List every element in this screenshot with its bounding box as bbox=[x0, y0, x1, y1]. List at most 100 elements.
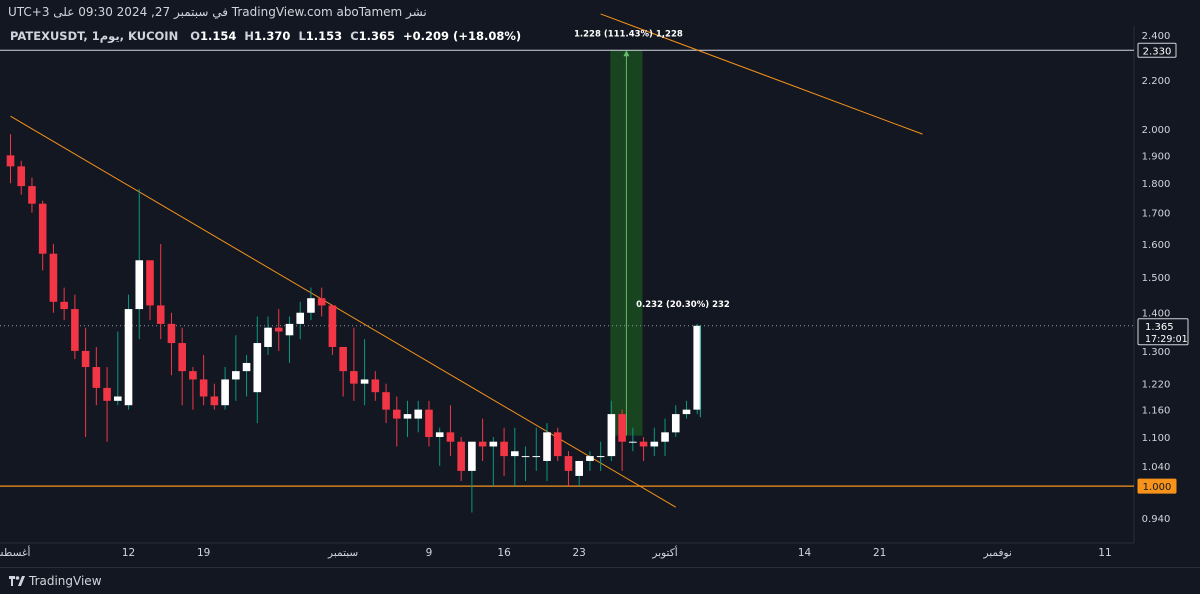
candle-body bbox=[553, 432, 562, 457]
candle-body bbox=[500, 441, 508, 457]
candle-body bbox=[156, 305, 165, 324]
candle-body bbox=[618, 414, 626, 442]
candle-body bbox=[242, 362, 251, 372]
y-tick-label: 1.900 bbox=[1142, 151, 1171, 162]
candle-body bbox=[360, 379, 369, 384]
candle-body bbox=[189, 371, 197, 380]
candle-body bbox=[371, 379, 380, 393]
candle-body bbox=[446, 432, 455, 442]
candle-body bbox=[586, 456, 594, 461]
candle-body bbox=[339, 346, 347, 372]
candle-body bbox=[92, 367, 101, 388]
x-tick-label: سبتمبر bbox=[327, 547, 358, 559]
candle-body bbox=[221, 379, 229, 406]
candle-body bbox=[521, 456, 530, 458]
x-tick-label: أكتوبر bbox=[651, 545, 677, 559]
candle-body bbox=[425, 409, 433, 438]
close-value: 1.365 bbox=[358, 29, 396, 43]
candle-body bbox=[650, 441, 659, 447]
tradingview-logo[interactable]: TradingView bbox=[9, 574, 102, 588]
candle-body bbox=[103, 387, 111, 401]
y-tick-label: 1.160 bbox=[1142, 406, 1171, 417]
candle-body bbox=[511, 451, 519, 457]
y-tick-label: 0.940 bbox=[1142, 514, 1171, 525]
x-tick-label: 14 bbox=[798, 547, 812, 559]
price-label-support-box bbox=[1137, 478, 1177, 494]
publish-info: UTC+3 في سبتمبر 27, 2024 09:30 على Tradi… bbox=[8, 5, 427, 19]
countdown-label: 17:29:01 bbox=[1145, 334, 1188, 345]
last-price-label: 1.365 bbox=[1145, 322, 1174, 333]
candle-body bbox=[671, 414, 680, 433]
candle-body bbox=[210, 396, 219, 406]
measure-arrow-head bbox=[623, 50, 630, 57]
candle-body bbox=[575, 460, 583, 476]
candle-body bbox=[285, 323, 294, 336]
candle-body bbox=[639, 441, 648, 447]
change-value: +0.209 (+18.08%) bbox=[403, 29, 522, 43]
candle-body bbox=[661, 432, 669, 442]
candle-body bbox=[146, 260, 154, 306]
candle-body bbox=[392, 409, 401, 419]
candle-body bbox=[328, 305, 337, 347]
open-label: O bbox=[190, 29, 201, 43]
x-tick-label: نوفمبر bbox=[982, 547, 1011, 559]
x-tick-label: 11 bbox=[1098, 547, 1111, 559]
trendline bbox=[10, 115, 677, 508]
y-tick-label: 1.600 bbox=[1142, 240, 1171, 251]
x-tick-label: 19 bbox=[197, 547, 210, 559]
tradingview-brand: TradingView bbox=[29, 574, 102, 588]
candle-body bbox=[564, 456, 573, 471]
y-tick-label: 2.000 bbox=[1142, 125, 1171, 136]
symbol-name[interactable]: PATEXUSDT, 1يوم, KUCOIN bbox=[10, 29, 179, 43]
y-tick-label: 2.200 bbox=[1142, 76, 1171, 87]
measurement-label: 1.228 (111.43%) 1,228 bbox=[574, 29, 683, 39]
candle-body bbox=[543, 432, 551, 461]
high-value: 1.370 bbox=[254, 29, 291, 43]
candle-body bbox=[49, 253, 58, 302]
candle-body bbox=[274, 327, 283, 332]
candle-body bbox=[317, 298, 326, 306]
candle-body bbox=[403, 414, 412, 419]
price-label-level: 2.330 bbox=[1143, 46, 1172, 57]
y-tick-label: 1.400 bbox=[1142, 309, 1171, 320]
x-tick-label: أغسطس bbox=[0, 545, 30, 559]
y-tick-label: 1.500 bbox=[1142, 273, 1171, 284]
low-label: L bbox=[298, 29, 306, 43]
candle-body bbox=[264, 327, 272, 347]
candle-body bbox=[435, 432, 444, 438]
candle-body bbox=[414, 409, 423, 419]
candle-body bbox=[167, 323, 176, 344]
candle-body bbox=[135, 260, 144, 310]
candle-body bbox=[17, 166, 26, 187]
y-tick-label: 1.100 bbox=[1142, 433, 1171, 444]
x-tick-label: 12 bbox=[122, 547, 135, 559]
candle-body bbox=[489, 441, 498, 447]
candle-body bbox=[468, 441, 476, 471]
tradingview-logo-icon bbox=[9, 576, 25, 586]
trendline bbox=[600, 13, 923, 135]
low-value: 1.153 bbox=[305, 29, 343, 43]
candle-body bbox=[693, 325, 702, 410]
candle-body bbox=[6, 155, 15, 167]
footer: TradingView bbox=[0, 567, 1200, 594]
candle-body bbox=[28, 186, 36, 204]
candle-body bbox=[60, 301, 68, 310]
last-price-box bbox=[1137, 318, 1189, 346]
candle-body bbox=[596, 456, 605, 458]
y-tick-label: 1.220 bbox=[1142, 380, 1171, 391]
candle-body bbox=[81, 350, 90, 368]
candle-body bbox=[307, 298, 315, 313]
y-tick-label: 1.700 bbox=[1142, 209, 1171, 220]
candle-body bbox=[124, 309, 133, 406]
y-tick-label: 1.800 bbox=[1142, 179, 1171, 190]
candle-body bbox=[232, 371, 240, 380]
open-value: 1.154 bbox=[200, 29, 237, 43]
close-label: C bbox=[350, 29, 359, 43]
publish-bar: UTC+3 في سبتمبر 27, 2024 09:30 على Tradi… bbox=[0, 0, 1200, 26]
price-label-support: 1.000 bbox=[1143, 482, 1172, 493]
candle-body bbox=[478, 441, 487, 447]
candle-body bbox=[199, 379, 208, 397]
candle-body bbox=[457, 441, 465, 471]
